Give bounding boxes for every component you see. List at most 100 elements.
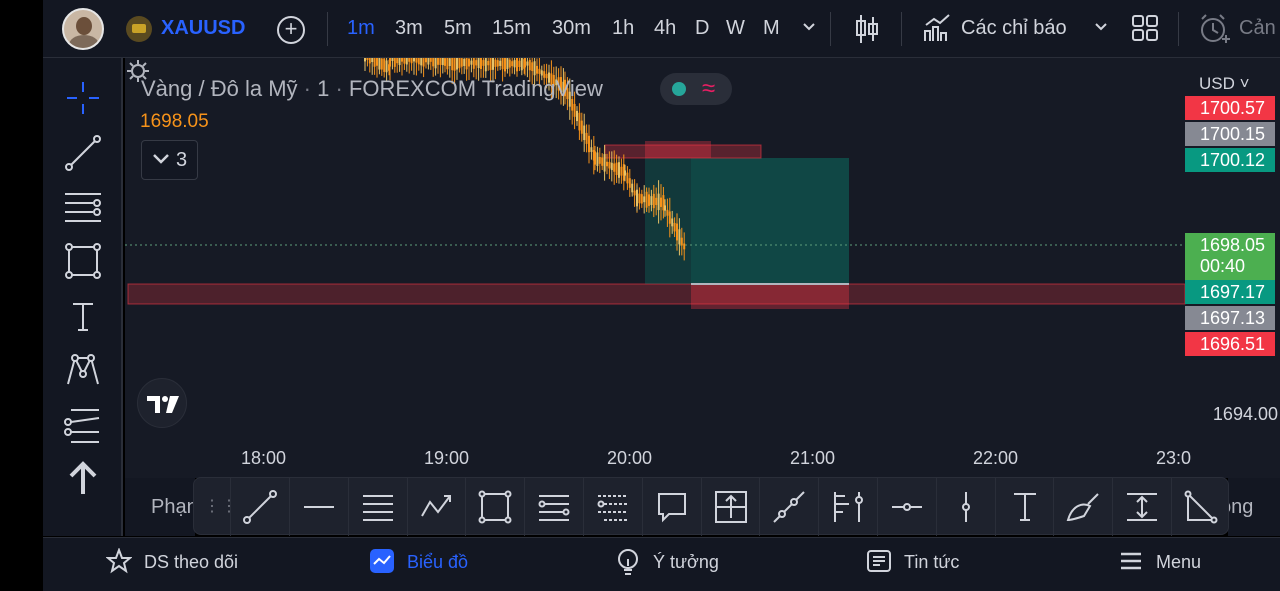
settings-gear-icon[interactable] [125, 58, 151, 84]
candle-body [562, 81, 565, 93]
nav-ideas[interactable]: Ý tưởng [618, 549, 719, 575]
timeframe-1m[interactable]: 1m [347, 17, 375, 39]
timeframe-15m[interactable]: 15m [492, 17, 531, 39]
tool-fib-retracement[interactable] [524, 478, 582, 536]
partial-left-text: Phạn [151, 496, 198, 518]
brush-icon [1066, 493, 1099, 522]
divider [901, 12, 902, 46]
fib-retracement-icon [538, 495, 570, 521]
nav-news[interactable]: Tin tức [867, 550, 959, 573]
pattern-icon[interactable] [63, 350, 103, 390]
ray-icon [773, 491, 805, 523]
tool-trend-line[interactable] [230, 478, 288, 536]
legend-last-price: 1698.05 [140, 111, 209, 132]
currency-selector[interactable]: USD ˅ [1199, 74, 1250, 93]
candle-body [501, 58, 504, 70]
indicators-collapse-button[interactable]: 3 [141, 140, 198, 180]
indicators-button[interactable]: Các chỉ báo [961, 17, 1067, 39]
tool-callout[interactable] [642, 478, 700, 536]
tool-fib-extension[interactable] [583, 478, 641, 536]
candle-body [453, 58, 456, 71]
drag-handle-icon[interactable]: ⋮⋮ [204, 498, 238, 515]
candle-body [389, 58, 391, 67]
candle-body [640, 194, 643, 204]
candle-body [391, 58, 394, 61]
candle-body [664, 205, 666, 211]
alert-clock-icon[interactable] [1198, 13, 1230, 47]
candle-body [410, 58, 413, 64]
timeframe-3m[interactable]: 3m [395, 17, 423, 39]
tool-rectangle[interactable] [465, 478, 523, 536]
nav-ideas-label: Ý tưởng [653, 552, 719, 572]
timeframe-m[interactable]: M [763, 17, 780, 39]
tradingview-logo[interactable] [137, 378, 187, 428]
gold-symbol-icon [126, 16, 152, 42]
candle-body [477, 58, 480, 69]
add-symbol-button[interactable]: + [277, 16, 305, 44]
tool-parallel-channel[interactable] [348, 478, 406, 536]
timeframe-1h[interactable]: 1h [612, 17, 635, 39]
timeframe-5m[interactable]: 5m [444, 17, 472, 39]
text-icon[interactable] [63, 296, 103, 336]
user-avatar[interactable] [62, 8, 104, 50]
prediction-tools-icon[interactable] [63, 404, 103, 444]
delayed-data-icon: ≈ [702, 75, 716, 102]
resistance-zone[interactable] [604, 144, 762, 159]
partial-label-left[interactable]: Phạn [125, 478, 198, 536]
candle-body [648, 194, 650, 206]
candle-type-icon[interactable] [854, 13, 880, 45]
tool-pitchfork[interactable] [818, 478, 876, 536]
chart-canvas[interactable] [125, 58, 1280, 478]
timeframe-d[interactable]: D [695, 17, 710, 39]
time-axis-label: 19:00 [424, 448, 470, 468]
tool-text[interactable] [995, 478, 1053, 536]
candle-body [531, 62, 534, 72]
candle-body [606, 161, 608, 167]
timeframe-dropdown-icon[interactable] [802, 20, 816, 34]
tool-brush[interactable] [1053, 478, 1111, 536]
support-zone[interactable] [127, 283, 1186, 305]
chevron-down-icon [153, 154, 169, 164]
candle-body [613, 163, 616, 172]
arrow-up-icon[interactable] [63, 458, 103, 498]
timeframe-4h[interactable]: 4h [654, 17, 677, 39]
rectangle-icon[interactable] [63, 241, 103, 281]
tool-vertical-line[interactable] [936, 478, 994, 536]
tool-horizontal-ray[interactable] [877, 478, 935, 536]
partial-label-right[interactable]: ộng [1228, 478, 1280, 536]
candle-body [526, 61, 529, 66]
candle-body [508, 59, 511, 68]
divider [327, 12, 328, 46]
position-loss-zone[interactable] [691, 284, 849, 309]
fib-tool-icon[interactable] [63, 186, 103, 226]
indicators-dropdown-icon[interactable] [1094, 20, 1108, 34]
trend-line-icon [243, 490, 277, 524]
market-status-pill[interactable]: ≈ [660, 73, 732, 105]
crosshair-icon[interactable] [63, 78, 103, 118]
nav-chart[interactable]: Biểu đồ [370, 549, 468, 573]
alert-button-label[interactable]: Cản [1239, 17, 1276, 39]
nav-watchlist[interactable]: DS theo dõi [106, 548, 238, 574]
timeframe-30m[interactable]: 30m [552, 17, 591, 39]
candle-body [487, 60, 490, 66]
symbol-name[interactable]: XAUUSD [161, 17, 246, 39]
tool-long-position[interactable] [701, 478, 759, 536]
timeframe-w[interactable]: W [726, 17, 745, 39]
trend-line-icon[interactable] [63, 133, 103, 173]
tool-zigzag[interactable] [407, 478, 465, 536]
layout-grid-icon[interactable] [1132, 13, 1158, 43]
tool-horizontal-line[interactable] [289, 478, 347, 536]
tool-triangle[interactable] [1171, 478, 1229, 536]
position-profit-zone-2[interactable] [691, 158, 849, 284]
candle-body [533, 61, 536, 76]
tool-ray[interactable] [759, 478, 817, 536]
nav-menu[interactable]: Menu [1121, 552, 1201, 573]
time-axis-label: 20:00 [607, 448, 653, 468]
candle-body [660, 197, 662, 207]
candle-body [528, 59, 531, 71]
zigzag-icon [421, 495, 451, 517]
chart-area[interactable]: Vàng / Đô la Mỹ · 1 · FOREXCOM TradingVi… [125, 58, 1280, 478]
price-label-1697-17: 1697.17 [1185, 280, 1275, 304]
candle-body [398, 58, 401, 66]
tool-price-range[interactable] [1112, 478, 1170, 536]
